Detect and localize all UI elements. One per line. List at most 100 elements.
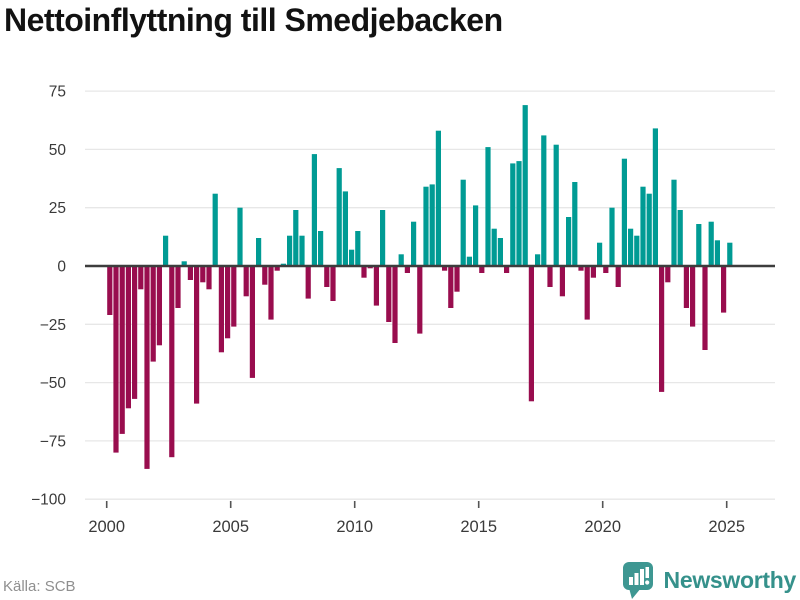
bar-2025-q1 xyxy=(727,242,733,266)
bar-2005-q1 xyxy=(231,266,237,327)
bar-2012-q1 xyxy=(404,266,410,273)
source-label: Källa: SCB xyxy=(3,578,76,595)
bar-2012-q4 xyxy=(423,186,429,266)
bar-2004-q2 xyxy=(212,193,218,266)
bar-2021-q2 xyxy=(634,235,640,266)
bar-2021-q4 xyxy=(646,193,652,266)
bar-2002-q4 xyxy=(175,266,181,308)
bar-2005-q4 xyxy=(249,266,255,378)
x-axis-tick-label: 2015 xyxy=(460,518,497,536)
bar-2010-q2 xyxy=(361,266,367,278)
bar-2018-q2 xyxy=(559,266,565,297)
bar-2015-q2 xyxy=(485,147,491,266)
y-axis-tick-label: −25 xyxy=(40,317,66,334)
bar-2011-q3 xyxy=(392,266,398,343)
y-axis-tick-label: 0 xyxy=(57,259,66,276)
newsworthy-logo-icon xyxy=(622,562,653,599)
bar-2015-q4 xyxy=(497,238,503,266)
x-axis-tick-label: 2005 xyxy=(212,518,249,536)
bar-2010-q4 xyxy=(373,266,379,306)
bar-2006-q3 xyxy=(268,266,274,320)
bar-2017-q4 xyxy=(547,266,553,287)
bar-2006-q4 xyxy=(274,266,280,271)
bar-2009-q3 xyxy=(342,191,348,266)
bar-2013-q4 xyxy=(448,266,454,308)
bar-2000-q3 xyxy=(119,266,125,434)
bar-2002-q2 xyxy=(163,235,169,266)
bar-2011-q2 xyxy=(386,266,392,322)
bar-2008-q1 xyxy=(305,266,311,299)
bar-2012-q2 xyxy=(411,221,417,266)
bar-2014-q3 xyxy=(466,256,472,266)
chart-title: Nettoinflyttning till Smedjebacken xyxy=(4,2,503,38)
bar-2003-q2 xyxy=(187,266,193,280)
bar-2000-q2 xyxy=(113,266,119,453)
bar-2016-q2 xyxy=(510,163,516,266)
bar-2017-q3 xyxy=(541,135,547,266)
bar-2009-q1 xyxy=(330,266,336,301)
y-axis-tick-label: 75 xyxy=(49,84,66,101)
bar-2022-q2 xyxy=(659,266,665,392)
bar-2013-q1 xyxy=(429,184,435,266)
bar-2003-q3 xyxy=(194,266,200,404)
bar-2021-q1 xyxy=(628,228,634,266)
x-axis-tick-label: 2000 xyxy=(88,518,125,536)
y-axis-tick-label: −100 xyxy=(31,492,66,509)
bar-2023-q2 xyxy=(683,266,689,308)
bar-2010-q1 xyxy=(355,231,361,266)
newsworthy-brand-name: Newsworthy xyxy=(663,566,797,593)
bar-2018-q4 xyxy=(572,182,578,266)
bar-2007-q2 xyxy=(287,235,293,266)
chart-area: 75 50 25 0 −25 −50 −75 −100 2000 2005 2010 2015 2020… xyxy=(31,84,775,536)
bar-2008-q4 xyxy=(324,266,330,287)
bar-2014-q2 xyxy=(460,179,466,266)
bar-2024-q2 xyxy=(708,221,714,266)
bar-2003-q4 xyxy=(200,266,206,283)
bar-2023-q3 xyxy=(690,266,696,327)
bar-2006-q2 xyxy=(262,266,268,285)
bar-2020-q4 xyxy=(621,158,627,266)
bar-2019-q3 xyxy=(590,266,596,278)
x-axis-tick-label: 2010 xyxy=(336,518,373,536)
bar-2013-q3 xyxy=(442,266,448,271)
x-axis-tick-label: 2025 xyxy=(708,518,745,536)
bar-2019-q2 xyxy=(584,266,590,320)
bar-2014-q1 xyxy=(454,266,460,292)
bar-2016-q3 xyxy=(516,161,522,266)
bar-2023-q4 xyxy=(696,224,702,266)
bar-2009-q2 xyxy=(336,168,342,266)
bar-2024-q3 xyxy=(714,240,720,266)
bar-2018-q3 xyxy=(566,217,572,266)
bar-2005-q3 xyxy=(243,266,249,297)
bar-2003-q1 xyxy=(181,261,187,266)
bar-2024-q1 xyxy=(702,266,708,350)
y-axis-tick-label: −75 xyxy=(40,433,66,450)
bar-2020-q2 xyxy=(609,207,615,266)
bar-2023-q1 xyxy=(677,210,683,266)
bar-2016-q4 xyxy=(522,105,528,266)
bar-2021-q3 xyxy=(640,186,646,266)
bar-2007-q4 xyxy=(299,235,305,266)
bar-2022-q3 xyxy=(665,266,671,283)
bar-2014-q4 xyxy=(473,205,479,266)
bar-2001-q4 xyxy=(150,266,156,362)
bar-2002-q1 xyxy=(156,266,162,346)
bar-2004-q4 xyxy=(225,266,231,339)
bar-2000-q4 xyxy=(125,266,131,409)
bar-2004-q1 xyxy=(206,266,212,290)
bar-2019-q1 xyxy=(578,266,584,271)
bar-2008-q3 xyxy=(318,231,324,266)
bar-2015-q3 xyxy=(491,228,497,266)
y-axis-tick-label: −50 xyxy=(40,375,67,392)
bar-2001-q1 xyxy=(132,266,138,399)
bar-2022-q4 xyxy=(671,179,677,266)
bar-2012-q3 xyxy=(417,266,423,334)
x-axis-tick-label: 2020 xyxy=(584,518,621,536)
bar-2019-q4 xyxy=(597,242,603,266)
bar-2017-q1 xyxy=(528,266,534,402)
bar-2007-q3 xyxy=(293,210,299,266)
chart-footer: Källa: SCB Newsworthy xyxy=(0,562,800,600)
newsworthy-brand[interactable]: Newsworthy xyxy=(621,560,796,600)
bar-2005-q2 xyxy=(237,207,243,266)
bar-2013-q2 xyxy=(435,130,441,266)
